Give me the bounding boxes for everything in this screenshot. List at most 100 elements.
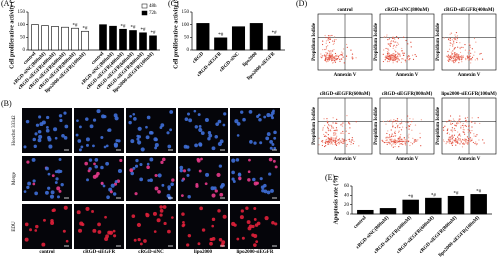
event-dot <box>334 133 336 136</box>
cell-nucleus <box>112 192 117 196</box>
event-dot <box>467 52 469 54</box>
event-dot <box>450 122 452 124</box>
event-dot <box>388 52 390 54</box>
event-dot <box>450 129 452 131</box>
micrograph <box>22 204 72 249</box>
event-dot <box>389 57 392 59</box>
cell-nucleus <box>193 109 197 113</box>
cell-nucleus <box>76 210 81 215</box>
cell-nucleus <box>259 177 263 181</box>
cell-nucleus <box>48 144 53 149</box>
plot-title: control <box>337 8 353 13</box>
event-dot <box>338 54 341 57</box>
event-dot <box>454 129 456 132</box>
event-dot <box>458 134 460 136</box>
event-dot <box>328 52 330 55</box>
cell-nucleus <box>182 223 186 227</box>
event-dot <box>388 120 390 122</box>
y-tick-label: 20 <box>344 203 350 208</box>
event-dot <box>459 139 462 141</box>
event-dot <box>413 141 415 143</box>
panel-label: (A) <box>1 0 12 8</box>
event-dot <box>395 46 397 48</box>
event-dot <box>476 143 478 145</box>
cell-nucleus <box>146 115 151 120</box>
event-dot <box>451 144 454 146</box>
event-dot <box>327 54 329 56</box>
cell-nucleus <box>274 165 278 169</box>
event-dot <box>481 58 484 60</box>
cell-nucleus <box>149 157 154 162</box>
event-dot <box>403 140 406 142</box>
cell-nucleus <box>86 178 89 182</box>
cell-nucleus <box>169 128 173 132</box>
cell-nucleus <box>34 191 38 196</box>
event-dot <box>392 53 394 55</box>
cell-nucleus <box>92 144 95 148</box>
y-tick-label: 100 <box>18 23 26 28</box>
y-tick-label: 60 <box>344 184 350 189</box>
micrograph <box>178 156 228 201</box>
significance-marker: *# <box>408 195 414 200</box>
event-dot <box>332 117 334 119</box>
event-dot <box>390 129 392 131</box>
event-dot <box>330 56 332 58</box>
event-dot <box>457 139 459 141</box>
event-dot <box>456 37 458 39</box>
cell-nucleus <box>211 193 216 198</box>
event-dot <box>393 119 395 121</box>
event-dot <box>457 131 459 133</box>
cell-nucleus <box>240 209 244 213</box>
cell-nucleus <box>187 233 192 238</box>
event-dot <box>449 115 452 117</box>
x-tick-label: cRGD <box>192 51 205 64</box>
cell-nucleus <box>85 206 90 211</box>
event-dot <box>448 142 451 144</box>
event-dot <box>460 57 463 59</box>
y-tick-label: 150 <box>182 10 190 15</box>
event-dot <box>453 40 455 42</box>
event-dot <box>351 57 353 59</box>
cell-nucleus <box>25 119 30 124</box>
event-dot <box>468 141 470 143</box>
event-dot <box>326 53 328 56</box>
event-dot <box>325 54 327 56</box>
x-tick-label: control <box>353 215 368 230</box>
event-dot <box>395 61 397 63</box>
cell-nucleus <box>248 109 253 114</box>
cell-nucleus <box>54 136 58 140</box>
event-dot <box>395 35 398 38</box>
bar <box>402 199 419 215</box>
event-dot <box>387 48 389 50</box>
event-dot <box>460 140 462 142</box>
cell-nucleus <box>91 210 94 213</box>
event-dot <box>328 138 331 140</box>
event-dot <box>388 60 390 63</box>
event-dot <box>459 133 461 135</box>
legend-label: 48h <box>149 4 157 9</box>
event-dot <box>349 123 351 125</box>
x-axis-label: Annexin V <box>334 157 357 162</box>
event-dot <box>465 125 467 127</box>
cell-nucleus <box>109 190 113 194</box>
event-dot <box>450 143 453 145</box>
cell-nucleus <box>161 157 166 162</box>
event-dot <box>454 53 456 55</box>
cell-nucleus <box>254 223 259 227</box>
event-dot <box>452 50 454 52</box>
event-dot <box>351 56 353 58</box>
cell-nucleus <box>198 124 202 128</box>
event-dot <box>408 128 410 130</box>
event-dot <box>324 134 326 137</box>
event-dot <box>350 49 352 51</box>
event-dot <box>395 51 397 53</box>
cell-nucleus <box>112 229 116 233</box>
event-dot <box>340 54 342 56</box>
event-dot <box>385 47 387 50</box>
event-dot <box>391 133 393 135</box>
cell-nucleus <box>264 216 269 221</box>
event-dot <box>332 140 335 142</box>
event-dot <box>332 122 334 124</box>
event-dot <box>393 56 395 59</box>
cell-nucleus <box>55 177 59 181</box>
